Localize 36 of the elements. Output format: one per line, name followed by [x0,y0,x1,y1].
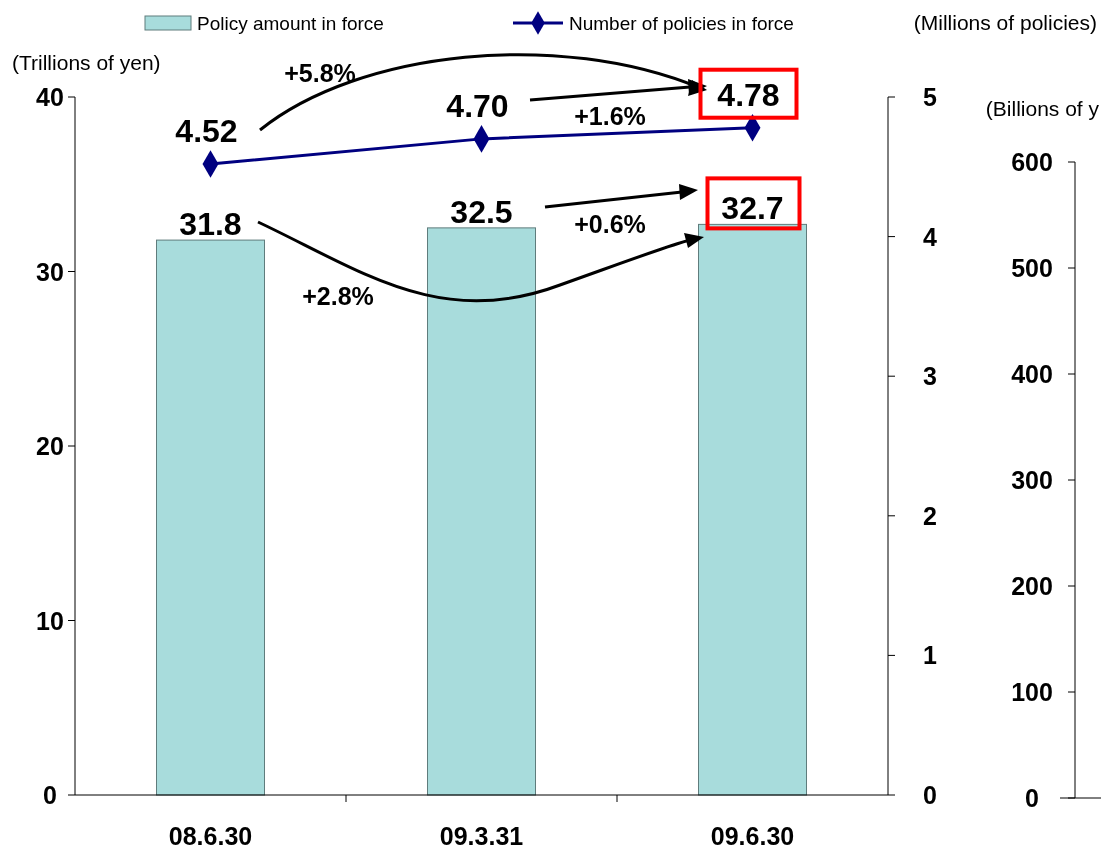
y2-tick-label: 0 [923,781,937,809]
x-tick-label: 09.3.31 [439,822,524,850]
y2-tick-label: 5 [923,83,938,111]
annotation: +0.6% [574,210,646,238]
y3-axis-title: (Billions of y [985,97,1100,120]
data-label: 4.52 [175,113,238,150]
y2-tick-label: 4 [923,222,938,251]
annotation: +2.8% [302,282,374,310]
y-tick-label: 0 [43,781,57,809]
annotation: +1.6% [574,102,646,130]
data-label: 4.78 [717,76,780,113]
data-label: 31.8 [179,206,242,243]
legend-label: Number of policies in force [569,13,794,34]
y2-tick-label: 1 [923,641,938,670]
y3-tick-label: 600 [1011,148,1053,176]
y3-tick-label: 400 [1011,360,1053,388]
y2-axis-title: (Millions of policies) [913,11,1097,34]
y-tick-label: 10 [36,606,64,635]
data-label: 32.7 [721,190,784,227]
y3-tick-label: 100 [1011,678,1053,706]
text: +5.8% [284,59,356,87]
x-tick-label: 08.6.30 [168,822,253,850]
y3-tick-label: 0 [1025,784,1039,812]
y2-tick-label: 3 [923,362,937,391]
x-tick-label: 09.6.30 [710,822,795,850]
data-label: 4.70 [446,87,509,124]
y3-tick-label: 500 [1011,254,1053,282]
y2-tick-label: 2 [923,501,937,530]
data-label: 32.5 [450,193,513,230]
y3-tick-label: 200 [1011,572,1053,600]
y-tick-label: 40 [36,83,64,111]
y-tick-label: 20 [36,432,64,460]
legend-label: Policy amount in force [197,13,384,34]
y-tick-label: 30 [36,257,64,286]
y-axis-title: (Trillions of yen) [12,51,161,74]
y3-tick-label: 300 [1011,466,1053,494]
